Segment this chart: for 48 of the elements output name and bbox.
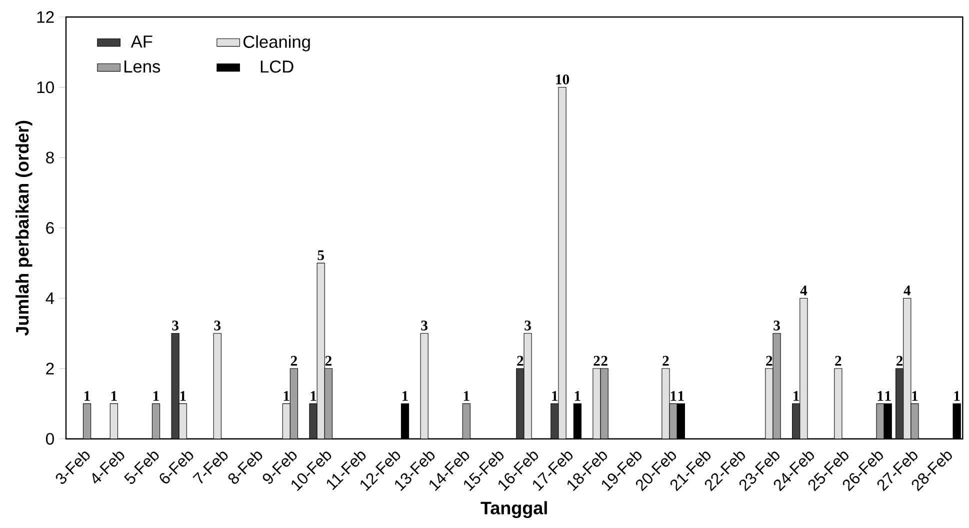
- y-tick-label: 8: [46, 152, 54, 164]
- data-label: 2: [517, 356, 524, 366]
- x-axis-title: Tanggal: [480, 501, 547, 518]
- y-axis-title: Jumlah perbaikan (order): [15, 120, 32, 336]
- data-label: 3: [214, 320, 221, 331]
- data-label: 1: [574, 391, 580, 401]
- data-label: 4: [800, 286, 808, 296]
- data-label: 4: [904, 286, 911, 296]
- data-label: 1: [464, 391, 470, 401]
- data-label: 1: [794, 391, 799, 401]
- legend-label: LCD: [260, 60, 294, 73]
- data-label: 2: [601, 356, 608, 366]
- data-label: 2: [896, 356, 903, 366]
- data-label: 2: [662, 356, 669, 366]
- data-label: 1: [310, 391, 316, 401]
- y-tick-label: 6: [46, 222, 54, 234]
- data-label: 3: [524, 320, 531, 331]
- data-label: 2: [290, 356, 297, 366]
- data-label: 1: [111, 391, 117, 401]
- data-label: 1: [552, 391, 558, 401]
- data-label: 2: [594, 356, 600, 366]
- y-tick-label: 2: [46, 362, 54, 374]
- data-label: 1: [885, 391, 891, 401]
- data-label: 1: [402, 391, 408, 401]
- data-label: 1: [954, 391, 960, 401]
- data-label: 3: [774, 320, 780, 331]
- data-label: 1: [670, 391, 676, 401]
- data-label: 1: [284, 391, 290, 401]
- data-label: 1: [878, 391, 884, 401]
- legend-label: Cleaning: [243, 35, 310, 52]
- legend-label: AF: [130, 36, 152, 48]
- legend-label: Lens: [124, 60, 160, 73]
- y-tick-label: 4: [46, 292, 54, 304]
- data-label: 2: [766, 356, 772, 366]
- y-tick-label: 0: [46, 433, 54, 445]
- data-label: 1: [678, 391, 684, 401]
- data-label: 3: [172, 320, 178, 331]
- data-label: 1: [84, 391, 90, 401]
- data-label: 2: [835, 356, 842, 366]
- y-tick-label: 12: [37, 11, 54, 23]
- data-label: 1: [180, 391, 186, 401]
- data-label: 3: [421, 320, 428, 331]
- y-tick-label: 10: [37, 82, 54, 94]
- data-label: 2: [325, 356, 332, 366]
- data-label: 10: [556, 74, 570, 84]
- data-label: 1: [154, 391, 159, 401]
- data-label: 5: [318, 250, 324, 260]
- data-label: 1: [912, 391, 918, 401]
